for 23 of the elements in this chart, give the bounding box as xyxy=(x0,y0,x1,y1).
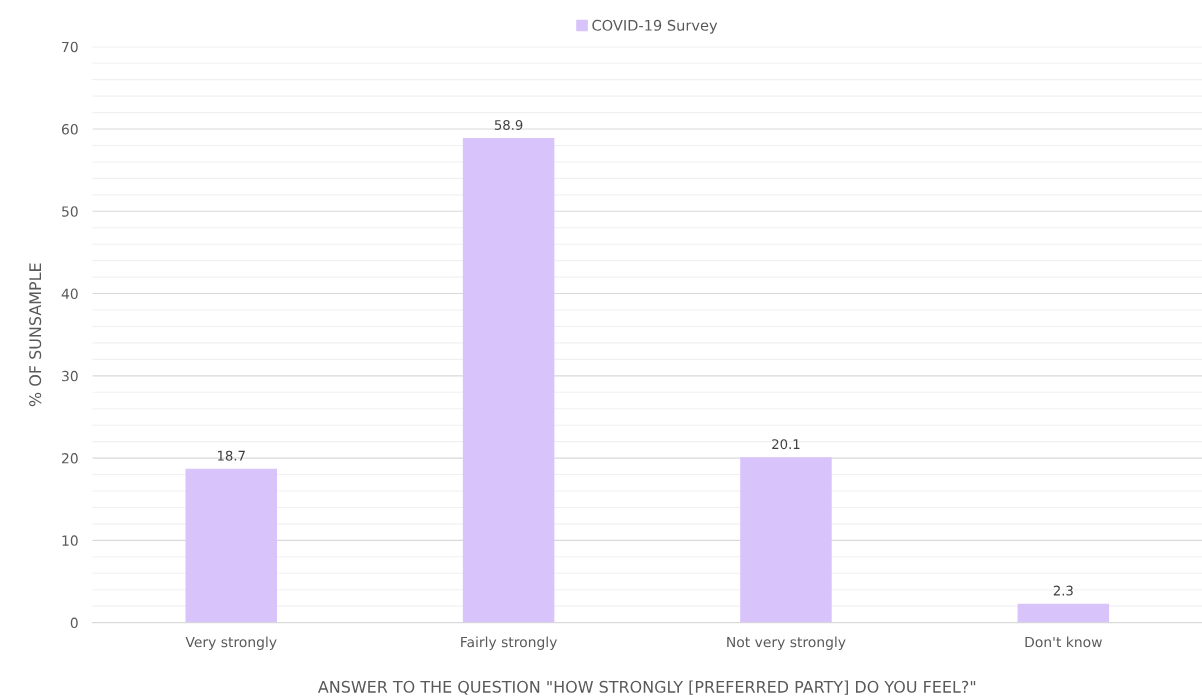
x-tick-label: Don't know xyxy=(1025,636,1102,648)
bar xyxy=(740,457,832,623)
y-tick-label: 20 xyxy=(62,453,78,464)
x-tick-label: Not very strongly xyxy=(727,636,846,650)
y-tick-label: 70 xyxy=(62,41,78,53)
data-label: 18.7 xyxy=(217,450,245,461)
y-tick-label: 10 xyxy=(62,535,78,546)
data-label: 2.3 xyxy=(1053,585,1073,596)
bar xyxy=(1017,603,1110,623)
x-tick-label: Fairly strongly xyxy=(461,636,557,650)
x-tick-label: Very strongly xyxy=(185,636,277,650)
legend-label: COVID-19 Survey xyxy=(592,19,718,34)
data-label: 20.1 xyxy=(772,439,800,450)
y-tick-label: 40 xyxy=(61,288,78,300)
y-tick-label: 30 xyxy=(62,370,78,382)
y-axis-title: % OF SUNSAMPLE xyxy=(29,263,42,407)
y-tick-label: 50 xyxy=(62,206,78,217)
data-label: 58.9 xyxy=(494,119,523,130)
y-tick-label: 0 xyxy=(70,617,78,629)
bar xyxy=(185,468,277,623)
y-tick-label: 60 xyxy=(61,124,78,135)
bar xyxy=(462,138,555,623)
x-axis-title: ANSWER TO THE QUESTION "HOW STRONGLY [PREFERRED PARTY] DO YOU FEEL?" xyxy=(317,680,976,695)
